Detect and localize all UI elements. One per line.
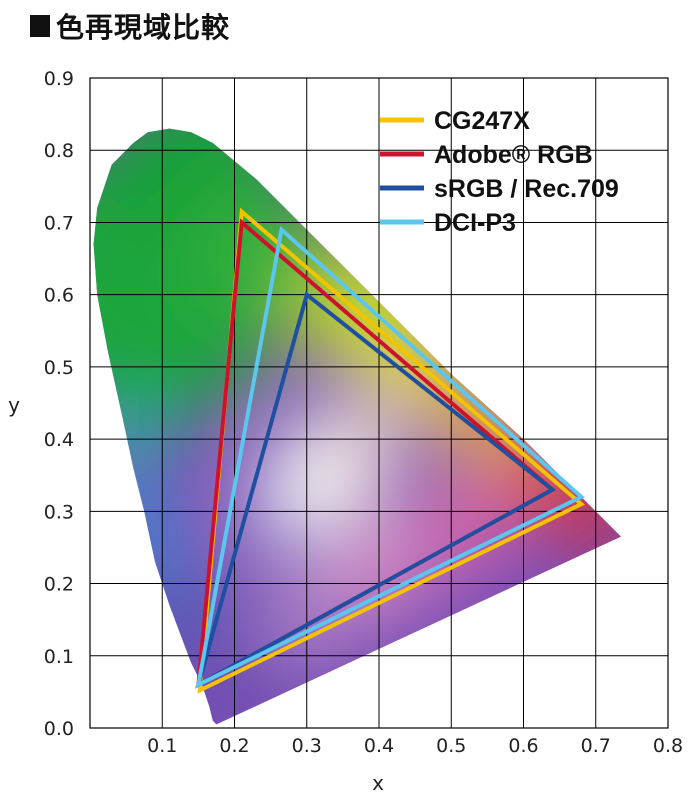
y-tick-label: 0.3 xyxy=(44,501,74,523)
title-square-icon xyxy=(30,15,50,37)
gamut-triangle xyxy=(195,291,556,689)
x-axis-title: x xyxy=(372,771,384,795)
grid xyxy=(89,77,669,729)
y-tick-label: 0.4 xyxy=(44,429,74,451)
x-tick-label: 0.5 xyxy=(436,735,466,757)
x-tick-label: 0.3 xyxy=(292,735,322,757)
y-tick-label: 0.0 xyxy=(44,718,74,740)
gamut-triangle xyxy=(195,225,585,689)
x-tick-label: 0.4 xyxy=(364,735,394,757)
y-tick-label: 0.5 xyxy=(44,357,74,379)
legend-label: CG247X xyxy=(434,107,530,135)
legend: CG247X Adobe® RGB sRGB / Rec.709 DCI-P3 xyxy=(380,107,619,237)
legend-label: Adobe® RGB xyxy=(434,141,593,169)
y-tick-label: 0.8 xyxy=(44,140,74,162)
locus-color-blob xyxy=(104,496,177,570)
gamut-series xyxy=(195,207,585,694)
y-tick-label: 0.9 xyxy=(44,68,74,90)
legend-label: DCI-P3 xyxy=(434,209,516,237)
title-text: 色再現域比較 xyxy=(56,11,231,44)
x-tick-label: 0.6 xyxy=(508,735,538,757)
x-tick-label: 0.7 xyxy=(581,735,611,757)
tick-labels: 0.1 0.2 0.3 0.4 0.5 0.6 0.7 0.8 0.0 0.1 0.2 0.3 0.4 0… xyxy=(44,68,683,757)
x-tick-label: 0.1 xyxy=(147,735,177,757)
y-axis-title: y xyxy=(8,393,20,417)
x-tick-label: 0.8 xyxy=(653,735,683,757)
y-tick-label: 0.2 xyxy=(44,574,74,596)
y-tick-label: 0.1 xyxy=(44,646,74,668)
x-tick-label: 0.2 xyxy=(219,735,249,757)
y-tick-label: 0.7 xyxy=(44,212,74,234)
page-title: 色再現域比較 xyxy=(30,4,230,48)
y-tick-label: 0.6 xyxy=(44,285,74,307)
legend-label: sRGB / Rec.709 xyxy=(434,175,619,203)
